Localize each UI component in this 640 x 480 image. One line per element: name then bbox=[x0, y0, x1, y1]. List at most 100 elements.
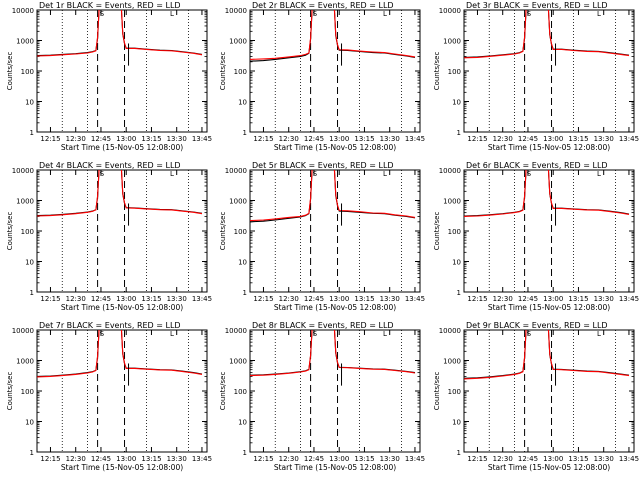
x-axis-label: Start Time (15-Nov-05 12:08:00) bbox=[61, 303, 183, 312]
x-tick-label: 12:30 bbox=[279, 455, 299, 463]
x-tick-label: 12:30 bbox=[66, 455, 86, 463]
x-axis-label: Start Time (15-Nov-05 12:08:00) bbox=[274, 303, 396, 312]
detector-chart-svg: Det 2r BLACK = Events, RED = LLD 1 10 100 10… bbox=[219, 1, 425, 152]
y-axis-label: Counts/sec bbox=[6, 212, 14, 251]
x-tick-label: 13:45 bbox=[192, 455, 212, 463]
x-tick-label: 12:15 bbox=[40, 135, 60, 143]
marker-s: S bbox=[527, 170, 532, 178]
marker-l: L bbox=[597, 170, 601, 178]
detector-panel-4: Det 4r BLACK = Events, RED = LLD 1 10 100 10… bbox=[0, 160, 213, 320]
x-tick-label: 13:15 bbox=[568, 455, 588, 463]
marker-s: S bbox=[313, 170, 318, 178]
x-tick-label: 12:45 bbox=[304, 455, 324, 463]
x-tick-label: 12:30 bbox=[279, 295, 299, 303]
series-group bbox=[37, 330, 203, 378]
y-tick-label: 1000 bbox=[443, 198, 461, 206]
x-tick-label: 13:00 bbox=[543, 135, 563, 143]
y-tick-label: 10 bbox=[25, 259, 34, 267]
chart-title: Det 9r BLACK = Events, RED = LLD bbox=[466, 321, 608, 330]
y-tick-label: 1 bbox=[457, 129, 461, 137]
y-axis-label: Counts/sec bbox=[433, 212, 441, 251]
detector-chart-svg: Det 6r BLACK = Events, RED = LLD 1 10 100 10… bbox=[433, 161, 639, 312]
x-tick-label: 12:15 bbox=[253, 455, 273, 463]
marker-s: S bbox=[100, 10, 105, 18]
series-group bbox=[464, 330, 630, 380]
x-tick-label: 13:15 bbox=[354, 455, 374, 463]
y-tick-label: 10 bbox=[238, 259, 247, 267]
series-line bbox=[250, 170, 416, 223]
x-tick-label: 12:15 bbox=[40, 295, 60, 303]
x-tick-label: 13:00 bbox=[329, 295, 349, 303]
x-axis-label: Start Time (15-Nov-05 12:08:00) bbox=[488, 143, 610, 152]
marker-l: L bbox=[383, 330, 387, 338]
x-tick-label: 13:30 bbox=[594, 295, 614, 303]
series-line bbox=[464, 10, 630, 59]
chart-title: Det 6r BLACK = Events, RED = LLD bbox=[466, 161, 608, 170]
y-tick-label: 1 bbox=[30, 129, 34, 137]
y-axis-label: Counts/sec bbox=[433, 372, 441, 411]
x-tick-label: 13:45 bbox=[192, 295, 212, 303]
x-tick-label: 12:15 bbox=[467, 135, 487, 143]
chart-title: Det 7r BLACK = Events, RED = LLD bbox=[39, 321, 181, 330]
marker-s: S bbox=[100, 330, 105, 338]
y-tick-label: 1000 bbox=[229, 38, 247, 46]
y-tick-label: 10 bbox=[238, 99, 247, 107]
series-line bbox=[37, 10, 203, 57]
x-tick-label: 13:00 bbox=[116, 135, 136, 143]
y-tick-label: 10 bbox=[238, 419, 247, 427]
y-tick-label: 10000 bbox=[439, 327, 461, 335]
x-tick-label: 12:45 bbox=[304, 135, 324, 143]
detector-panel-8: Det 8r BLACK = Events, RED = LLD 1 10 100 10… bbox=[213, 320, 426, 480]
x-tick-label: 13:45 bbox=[405, 135, 425, 143]
x-tick-label: 13:30 bbox=[380, 135, 400, 143]
x-tick-label: 12:45 bbox=[518, 455, 538, 463]
detector-panel-1: Det 1r BLACK = Events, RED = LLD 1 10 100 10… bbox=[0, 0, 213, 160]
y-tick-label: 1000 bbox=[443, 358, 461, 366]
x-tick-label: 13:30 bbox=[167, 455, 187, 463]
y-tick-label: 10 bbox=[452, 99, 461, 107]
x-tick-label: 13:15 bbox=[354, 295, 374, 303]
detector-panel-9: Det 9r BLACK = Events, RED = LLD 1 10 100 10… bbox=[427, 320, 640, 480]
marker-l: L bbox=[383, 10, 387, 18]
y-tick-label: 100 bbox=[21, 228, 34, 236]
detector-chart-svg: Det 1r BLACK = Events, RED = LLD 1 10 100 10… bbox=[6, 1, 212, 152]
y-tick-label: 100 bbox=[234, 228, 247, 236]
series-line bbox=[250, 330, 416, 377]
y-tick-label: 100 bbox=[448, 388, 461, 396]
x-tick-label: 13:30 bbox=[380, 295, 400, 303]
x-tick-label: 12:15 bbox=[253, 135, 273, 143]
detector-panel-3: Det 3r BLACK = Events, RED = LLD 1 10 100 10… bbox=[427, 0, 640, 160]
marker-l: L bbox=[170, 330, 174, 338]
series-line bbox=[37, 170, 203, 217]
x-tick-label: 12:45 bbox=[304, 295, 324, 303]
y-tick-label: 100 bbox=[448, 68, 461, 76]
y-tick-label: 1 bbox=[457, 289, 461, 297]
x-tick-label: 13:15 bbox=[141, 455, 161, 463]
y-axis-label: Counts/sec bbox=[219, 372, 227, 411]
series-group bbox=[37, 10, 203, 57]
x-tick-label: 13:00 bbox=[329, 455, 349, 463]
y-axis-label: Counts/sec bbox=[219, 52, 227, 91]
chart-title: Det 1r BLACK = Events, RED = LLD bbox=[39, 1, 181, 10]
series-line bbox=[250, 170, 416, 222]
series-line bbox=[464, 170, 630, 217]
marker-l: L bbox=[170, 170, 174, 178]
x-tick-label: 13:30 bbox=[594, 455, 614, 463]
x-tick-label: 13:00 bbox=[116, 455, 136, 463]
series-line bbox=[37, 10, 203, 57]
x-tick-label: 12:15 bbox=[467, 295, 487, 303]
series-line bbox=[464, 330, 630, 380]
series-line bbox=[464, 170, 630, 217]
y-tick-label: 1000 bbox=[229, 358, 247, 366]
y-tick-label: 100 bbox=[21, 68, 34, 76]
x-tick-label: 13:15 bbox=[568, 135, 588, 143]
chart-title: Det 4r BLACK = Events, RED = LLD bbox=[39, 161, 181, 170]
y-tick-label: 10000 bbox=[12, 327, 34, 335]
y-tick-label: 100 bbox=[448, 228, 461, 236]
detector-chart-svg: Det 3r BLACK = Events, RED = LLD 1 10 100 10… bbox=[433, 1, 639, 152]
x-axis-label: Start Time (15-Nov-05 12:08:00) bbox=[488, 303, 610, 312]
x-tick-label: 12:15 bbox=[467, 455, 487, 463]
y-tick-label: 1 bbox=[30, 289, 34, 297]
series-group bbox=[250, 330, 416, 377]
marker-s: S bbox=[100, 170, 105, 178]
